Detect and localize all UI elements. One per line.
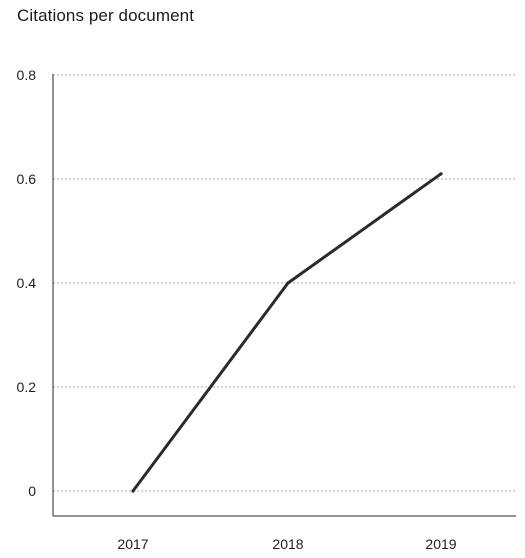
x-tick-label: 2018	[272, 536, 303, 552]
series-line	[131, 172, 443, 493]
y-tick-label: 0.6	[17, 171, 37, 187]
x-tick-labels: 2017 2018 2019	[117, 536, 456, 552]
data-point-2019	[439, 172, 443, 176]
data-point-2017	[131, 489, 135, 493]
gridlines	[53, 74, 516, 492]
data-points	[131, 172, 443, 493]
y-tick-label: 0.2	[17, 379, 37, 395]
x-tick-label: 2019	[425, 536, 456, 552]
x-tick-label: 2017	[117, 536, 148, 552]
y-tick-label: 0.8	[17, 67, 37, 83]
y-tick-labels: 0 0.2 0.4 0.6 0.8	[17, 67, 37, 499]
data-point-2018	[286, 281, 290, 285]
y-tick-label: 0.4	[17, 275, 37, 291]
y-tick-label: 0	[28, 483, 36, 499]
chart-title: Citations per document	[17, 6, 195, 25]
